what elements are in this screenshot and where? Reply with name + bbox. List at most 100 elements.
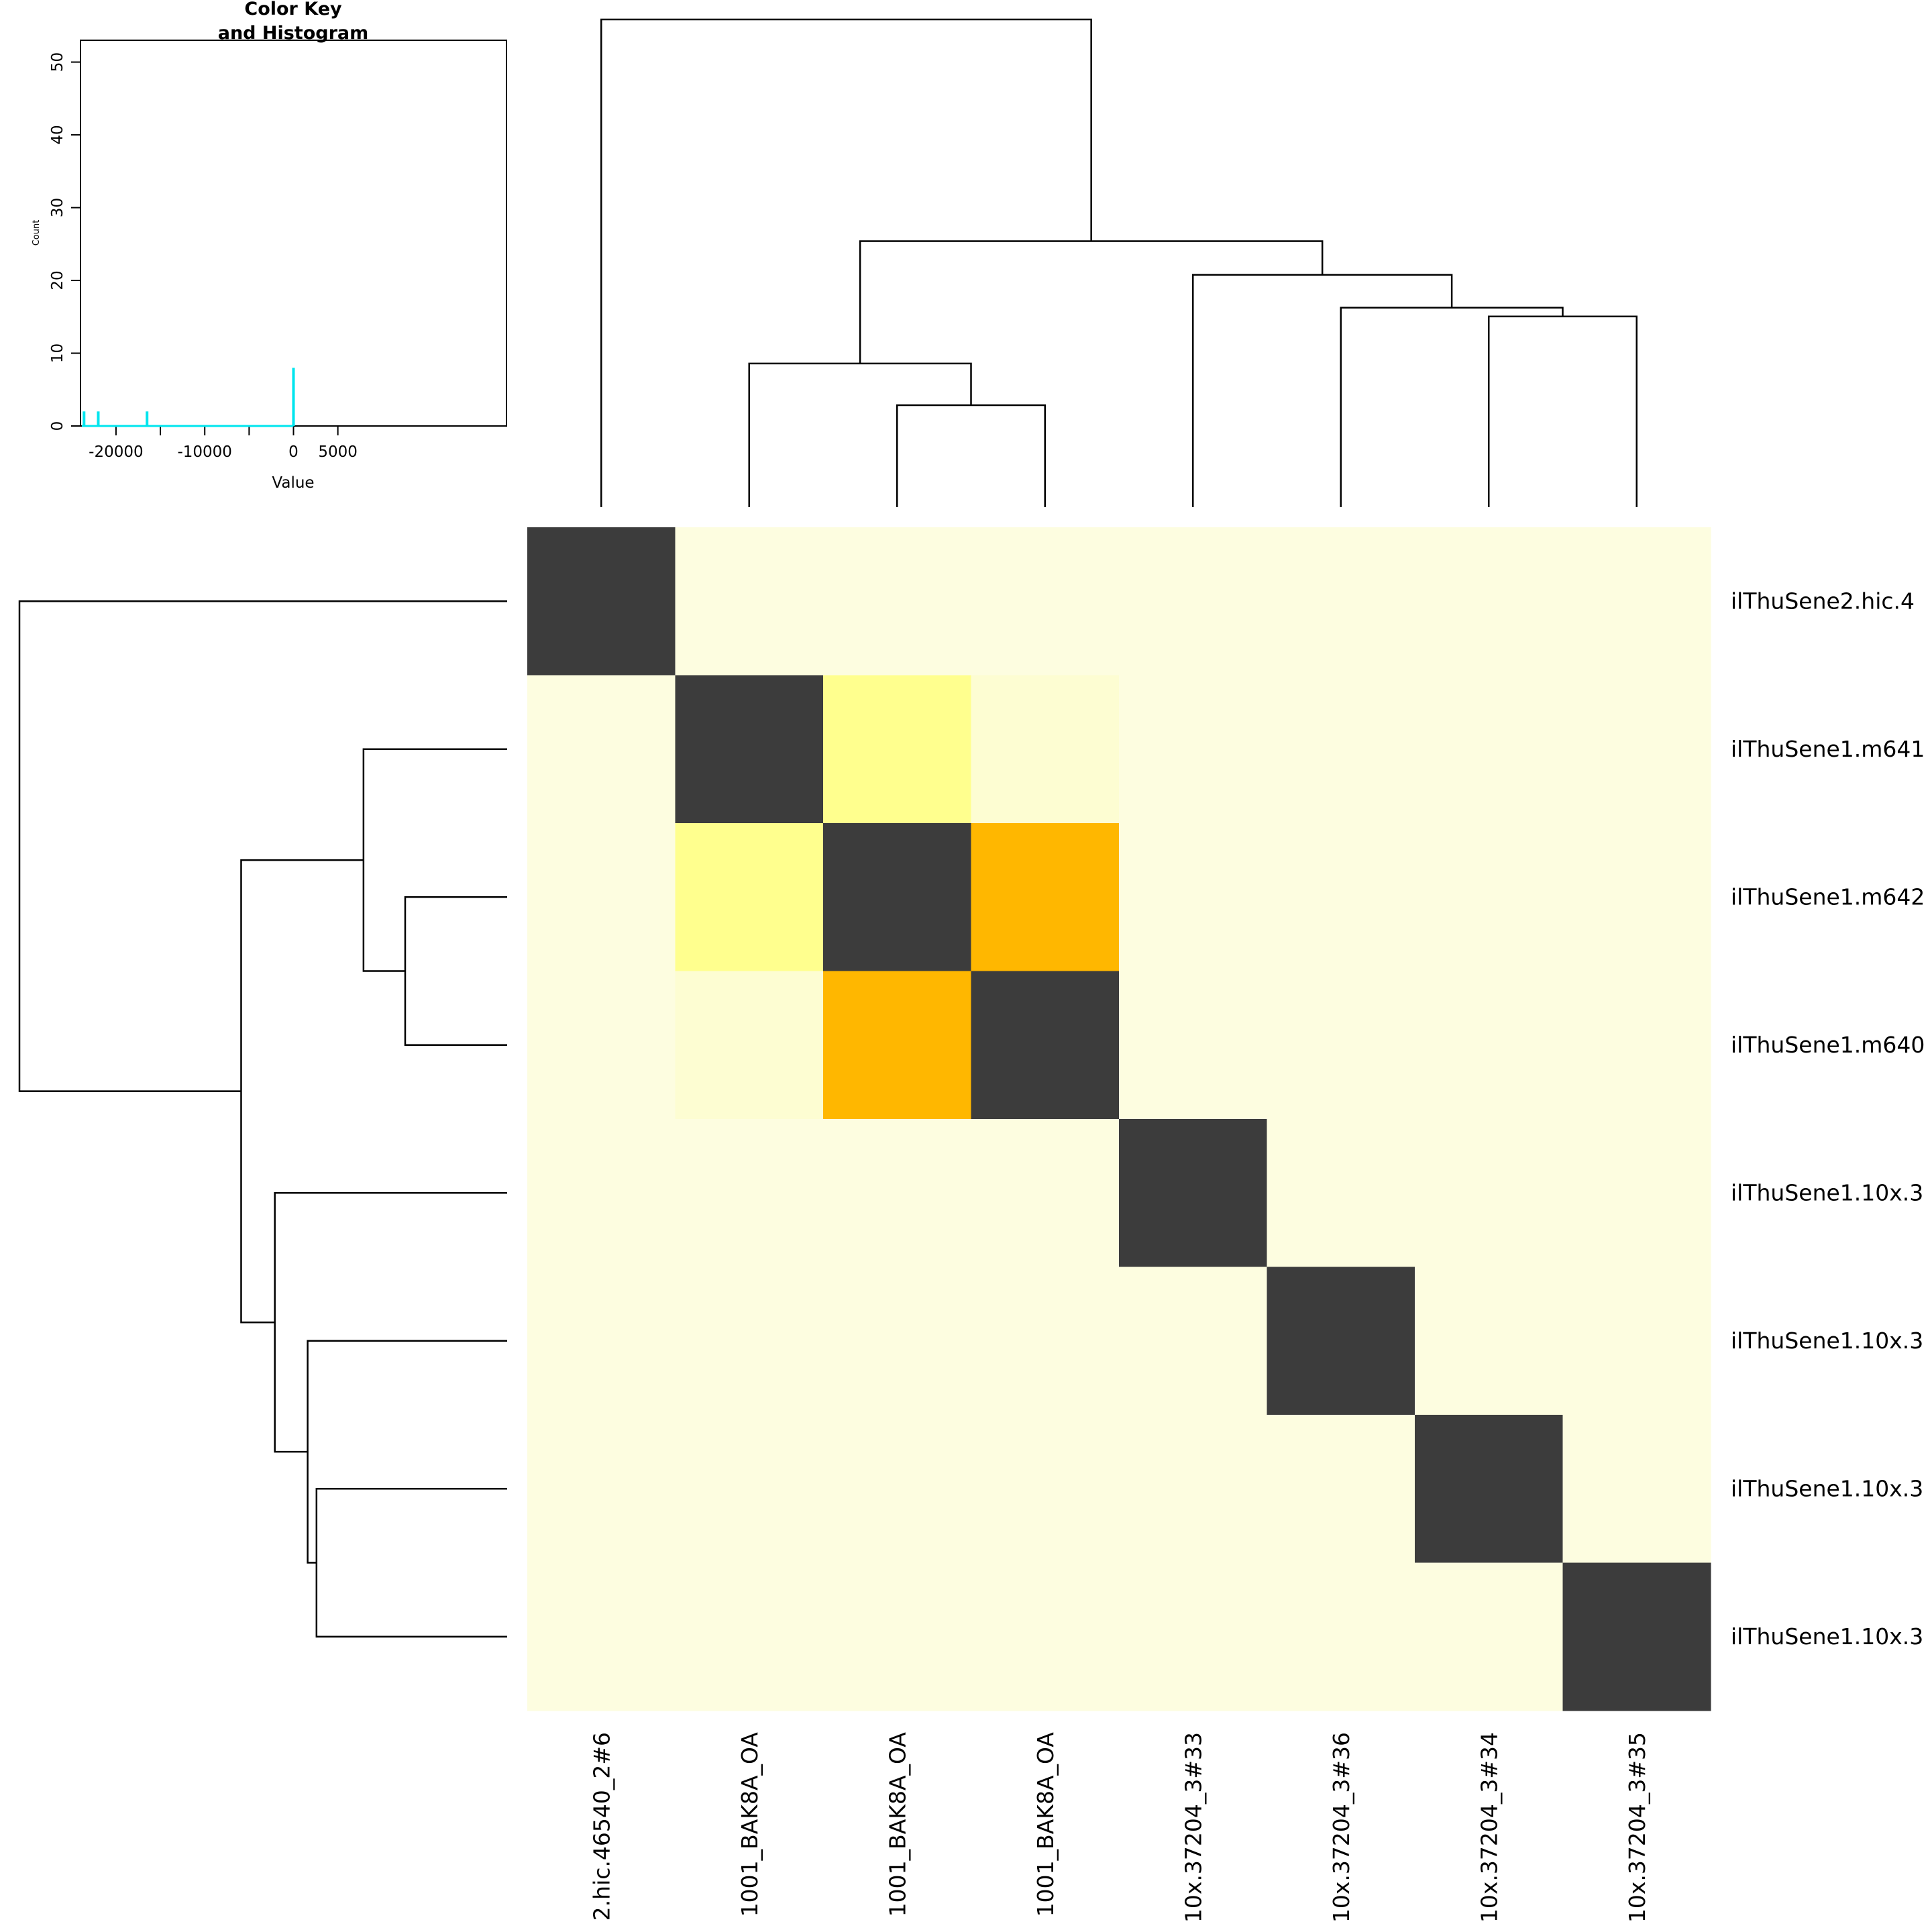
- heatmap-cell: [675, 1267, 824, 1415]
- heatmap-cell: [1415, 675, 1564, 824]
- heatmap-cell: [1562, 1562, 1711, 1711]
- histogram-y-tick-label: 30: [49, 198, 66, 217]
- dendrogram-branch: [859, 240, 1324, 364]
- histogram-title-line1: Color Key: [244, 0, 342, 19]
- heatmap-cells: [527, 527, 1711, 1711]
- dendrogram-branch: [748, 362, 972, 507]
- heatmap-cell: [1119, 1415, 1268, 1564]
- column-label: 1001_BAK8A_OA: [884, 1732, 910, 1917]
- histogram-x-tick-label: 5000: [318, 443, 358, 461]
- heatmap-cell: [1267, 1267, 1415, 1415]
- heatmap-cell: [527, 1415, 676, 1564]
- dendrogram-branch: [362, 748, 507, 972]
- heatmap-cell: [1562, 527, 1711, 676]
- heatmap-cell: [675, 527, 824, 676]
- heatmap-cell: [1415, 1562, 1564, 1711]
- heatmap-cell: [527, 527, 676, 676]
- heatmap-cell: [1562, 823, 1711, 972]
- heatmap-cell: [1267, 1119, 1415, 1268]
- heatmap-cell: [1415, 1415, 1564, 1564]
- heatmap-cell: [1267, 1562, 1415, 1711]
- histogram-y-tick-label: 20: [49, 270, 66, 290]
- histogram-y-tick-label: 10: [49, 343, 66, 363]
- row-dendrogram: [18, 600, 507, 1638]
- heatmap-cell: [823, 971, 972, 1120]
- histogram-y-tick-label: 50: [49, 52, 66, 72]
- heatmap-cell: [1415, 1267, 1564, 1415]
- heatmap-cell: [527, 1119, 676, 1268]
- heatmap-cell: [823, 1119, 972, 1268]
- heatmap-cell: [1119, 1119, 1268, 1268]
- heatmap-cell: [823, 1562, 972, 1711]
- heatmap-cell: [971, 1562, 1120, 1711]
- dendrogram-branch: [307, 1340, 507, 1564]
- heatmap-cell: [1119, 823, 1268, 972]
- dendrogram-branch: [18, 600, 507, 1092]
- heatmap-cell: [1562, 675, 1711, 824]
- heatmap-cell: [823, 527, 972, 676]
- row-label: ilThuSene1.10x.3: [1731, 1328, 1923, 1354]
- dendrogram-branch: [1488, 315, 1638, 507]
- heatmap-cell: [1562, 971, 1711, 1120]
- heatmap-cell: [971, 1267, 1120, 1415]
- column-label: 2.hic.46540_2#6: [588, 1732, 614, 1921]
- dendrogram-branch: [1340, 307, 1564, 507]
- heatmap-cell: [1562, 1267, 1711, 1415]
- heatmap-cell: [675, 1119, 824, 1268]
- heatmap-cell: [527, 1267, 676, 1415]
- row-label: ilThuSene1.10x.3: [1731, 1623, 1923, 1650]
- heatmap-cell: [1267, 675, 1415, 824]
- heatmap-cell: [1415, 971, 1564, 1120]
- dendrogram-branch: [1192, 274, 1453, 507]
- row-label: ilThuSene2.hic.4: [1731, 588, 1915, 614]
- histogram-x-tick-label: 0: [288, 443, 299, 461]
- column-dendrogram: [600, 18, 1638, 507]
- histogram-y-tick-label: 40: [49, 125, 66, 144]
- column-label: 10x.37204_3#33: [1180, 1732, 1206, 1923]
- heatmap-cell: [1267, 971, 1415, 1120]
- heatmap-cell: [971, 527, 1120, 676]
- heatmap-cell: [1562, 1415, 1711, 1564]
- row-labels: ilThuSene2.hic.4 ilThuSene1.m641 ilThuSene…: [1731, 588, 1925, 1650]
- histogram-x-tick-label: -10000: [177, 443, 231, 461]
- heatmap-cell: [1415, 527, 1564, 676]
- heatmap-cell: [675, 1562, 824, 1711]
- heatmap-cell: [971, 823, 1120, 972]
- column-labels: 2.hic.46540_2#6 1001_BAK8A_OA 1001_BAK8A_O…: [588, 1732, 1650, 1923]
- heatmap-cell: [1119, 527, 1268, 676]
- heatmap-cell: [1267, 527, 1415, 676]
- histogram-x-axis-label: Value: [272, 474, 314, 492]
- heatmap-cell: [527, 675, 676, 824]
- row-label: ilThuSene1.m641: [1731, 736, 1925, 762]
- heatmap-cell: [1119, 1267, 1268, 1415]
- histogram-y-ticks: 0 10 20 30 40 50: [49, 52, 81, 431]
- heatmap-cell: [823, 675, 972, 824]
- heatmap-cell: [1415, 1119, 1564, 1268]
- heatmap-cell: [1119, 1562, 1268, 1711]
- histogram-x-tick-label: -20000: [89, 443, 143, 461]
- heatmap-cell: [1415, 823, 1564, 972]
- heatmap-cell: [971, 1119, 1120, 1268]
- heatmap-cell: [1119, 675, 1268, 824]
- dendrogram-branch: [240, 859, 364, 1324]
- column-label: 10x.37204_3#35: [1624, 1732, 1650, 1923]
- column-label: 1001_BAK8A_OA: [737, 1732, 763, 1917]
- column-label: 10x.37204_3#36: [1328, 1732, 1354, 1923]
- dendrogram-branch: [896, 404, 1046, 507]
- heatmap-cell: [675, 675, 824, 824]
- heatmap-cell: [1267, 1415, 1415, 1564]
- heatmap-cell: [823, 1267, 972, 1415]
- heatmap-cell: [675, 823, 824, 972]
- heatmap-cell: [527, 971, 676, 1120]
- column-label: 1001_BAK8A_OA: [1032, 1732, 1059, 1917]
- row-label: ilThuSene1.10x.3: [1731, 1179, 1923, 1205]
- row-label: ilThuSene1.10x.3: [1731, 1475, 1923, 1501]
- heatmap-cell: [823, 1415, 972, 1564]
- histogram-y-axis-label: Count: [32, 220, 42, 246]
- heatmap-cell: [527, 823, 676, 972]
- heatmap-cell: [971, 971, 1120, 1120]
- row-label: ilThuSene1.m642: [1731, 883, 1925, 910]
- heatmap-cell: [823, 823, 972, 972]
- histogram-y-tick-label: 0: [49, 421, 66, 431]
- dendrogram-branch: [274, 1192, 507, 1453]
